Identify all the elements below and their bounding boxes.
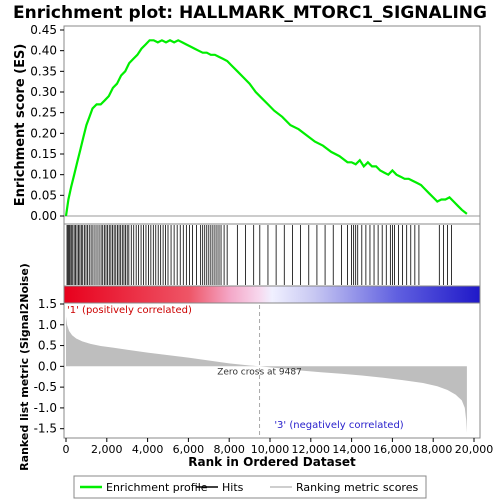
es-ytick-label: 0.05: [30, 188, 57, 202]
es-ytick-label: 0.35: [30, 64, 57, 78]
legend-box: [73, 475, 427, 499]
hits-panel-frame: [63, 223, 481, 287]
es-ytick-label: 0.40: [30, 44, 57, 58]
rank-ytick-label: 1.5: [38, 297, 57, 311]
rank-ytick-label: -0.5: [34, 380, 57, 394]
es-ytick-label: 0.25: [30, 106, 57, 120]
x-tick-label: 10,000: [251, 443, 290, 456]
es-ytick-label: 0.00: [30, 209, 57, 223]
x-tick-label: 8,000: [213, 443, 245, 456]
rank-ytick-label: -1.0: [34, 401, 57, 415]
enrichment-profile-line: [64, 39, 468, 217]
rank-ytick-label: 1.0: [38, 318, 57, 332]
x-tick-label: 16,000: [373, 443, 412, 456]
x-tick-label: 6,000: [173, 443, 205, 456]
x-axis-label: Rank in Ordered Dataset: [188, 455, 356, 469]
x-tick-label: 18,000: [414, 443, 453, 456]
rank-ytick-label: -1.5: [34, 422, 57, 436]
x-tick-label: 12,000: [292, 443, 331, 456]
x-tick-label: 20,000: [455, 443, 494, 456]
rank-colour-band: [63, 285, 481, 304]
es-axis-label: Enrichment score (ES): [13, 44, 28, 207]
legend-label: Hits: [222, 481, 244, 494]
ranked-axis-label: Ranked list metric (Signal2Noise): [18, 263, 31, 471]
x-tick-label: 14,000: [332, 443, 371, 456]
es-ytick-label: 0.30: [30, 85, 57, 99]
legend-label: Enrichment profile: [106, 481, 208, 494]
chart-title: Enrichment plot: HALLMARK_MTORC1_SIGNALI…: [13, 3, 487, 23]
es-ytick-label: 0.15: [30, 147, 57, 161]
rank-ytick-label: 0.5: [38, 339, 57, 353]
es-ytick-label: 0.10: [30, 168, 57, 182]
x-tick-label: 0: [63, 443, 70, 456]
es-ytick-label: 0.20: [30, 126, 57, 140]
es-panel-frame: [63, 25, 481, 225]
rank-ytick-label: 0.0: [38, 359, 57, 373]
es-ytick-label: 0.45: [30, 23, 57, 37]
x-tick-label: 2,000: [91, 443, 123, 456]
ranking-metric-area: [66, 316, 467, 433]
zero-cross-label: Zero cross at 9487: [217, 367, 302, 377]
positive-correlation-label: '1' (positively correlated): [67, 305, 192, 316]
negative-correlation-label: '3' (negatively correlated): [274, 420, 403, 431]
x-tick-label: 4,000: [132, 443, 164, 456]
legend-label: Ranking metric scores: [296, 481, 418, 494]
